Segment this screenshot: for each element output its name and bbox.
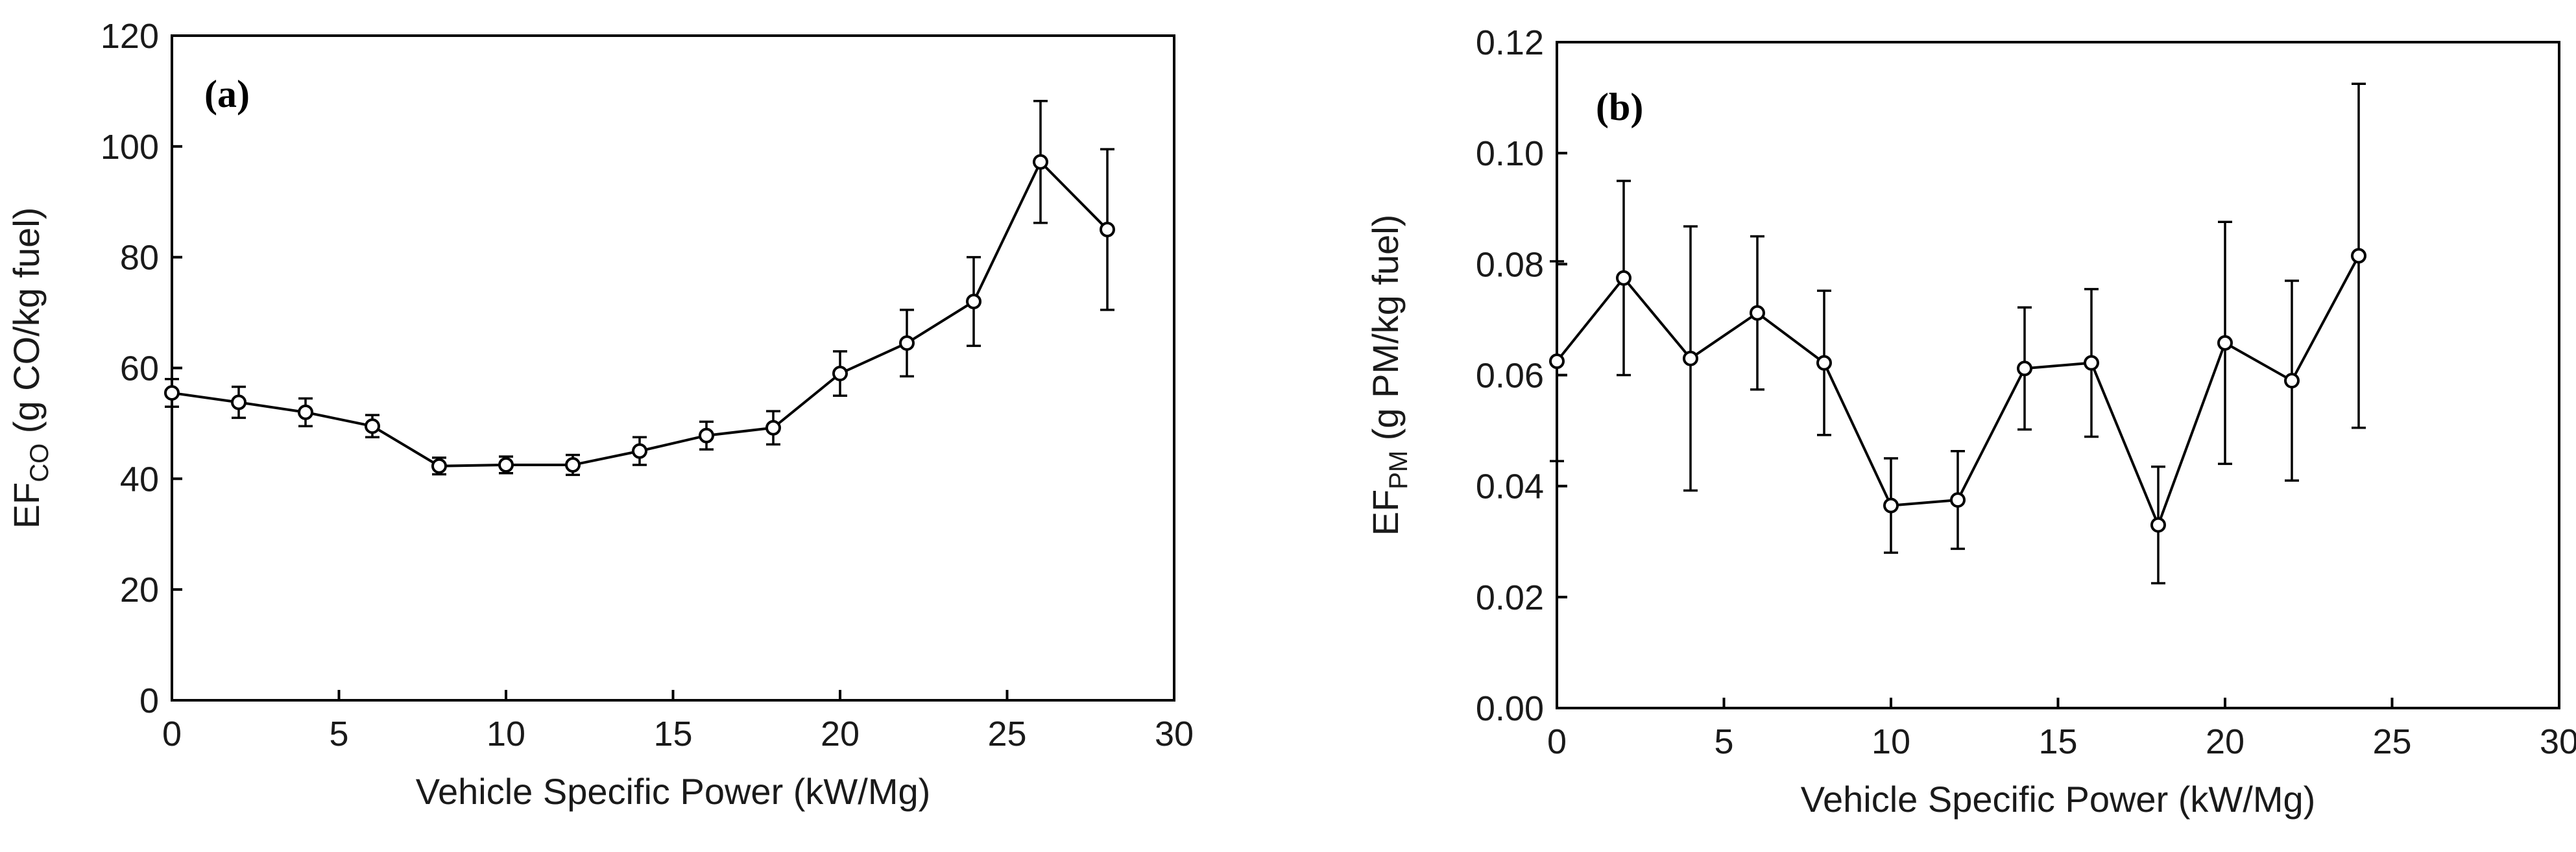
data-point: [565, 456, 581, 473]
x-tick-label: 5: [1714, 722, 1733, 761]
data-point: [2284, 373, 2300, 389]
data-point: [498, 456, 514, 473]
y-tick-label: 0.00: [1476, 689, 1544, 728]
x-tick-label: 15: [2038, 722, 2077, 761]
data-point: [1883, 497, 1899, 514]
data-point: [164, 385, 180, 401]
data-point: [2217, 335, 2233, 351]
x-axis-label: Vehicle Specific Power (kW/Mg): [1801, 779, 2316, 820]
x-tick-label: 0: [162, 715, 182, 753]
plot-frame: [1556, 41, 2560, 709]
data-point: [765, 420, 781, 436]
data-point: [365, 418, 380, 434]
data-point: [1616, 270, 1631, 286]
data-point: [1033, 154, 1048, 170]
y-tick-label: 40: [120, 460, 159, 499]
x-tick-label: 15: [653, 715, 692, 753]
x-tick-label: 0: [1547, 722, 1567, 761]
data-point: [1816, 355, 1832, 371]
x-tick-label: 20: [2206, 722, 2245, 761]
data-point: [2351, 248, 2366, 264]
x-tick-label: 30: [2540, 722, 2576, 761]
y-tick-label: 0.06: [1476, 357, 1544, 396]
data-point: [431, 458, 447, 474]
y-tick-label: 0.12: [1476, 23, 1544, 62]
y-axis-label: EFCO (g CO/kg fuel): [6, 207, 54, 529]
y-axis-label: EFPM (g PM/kg fuel): [1365, 215, 1413, 536]
data-point: [1683, 350, 1698, 366]
x-axis-label: Vehicle Specific Power (kW/Mg): [416, 771, 931, 812]
data-point: [1950, 492, 1966, 508]
data-point: [2150, 517, 2166, 533]
x-tick-label: 10: [487, 715, 525, 753]
data-point: [2084, 355, 2099, 371]
data-point: [899, 335, 915, 351]
y-tick-label: 0: [139, 681, 159, 720]
data-point: [1100, 221, 1115, 237]
x-tick-label: 20: [821, 715, 860, 753]
y-tick-label: 0.04: [1476, 467, 1544, 506]
chart-panel-a: 0 5 10 15 20 25 30 0 20 40 60 80 100 120 Vehicle Speci…: [6, 17, 1194, 812]
data-point: [632, 443, 647, 459]
data-point: [1549, 353, 1565, 370]
chart-panel-b: 0 5 10 15 20 25 30 0.00 0.02 0.04 0.06 0.08 0.10 0.12…: [1365, 23, 2576, 820]
panel-label: (b): [1596, 86, 1643, 128]
y-tick-label: 0.10: [1476, 134, 1544, 173]
y-tick-label: 80: [120, 239, 159, 278]
data-point: [298, 404, 313, 420]
panel-label: (a): [204, 73, 250, 115]
data-point: [1750, 305, 1765, 321]
x-tick-label: 5: [329, 715, 348, 753]
x-tick-label: 10: [1872, 722, 1910, 761]
x-tick-label: 25: [2372, 722, 2411, 761]
y-tick-label: 120: [101, 17, 159, 56]
y-tick-label: 20: [120, 571, 159, 609]
y-tick-label: 0.08: [1476, 245, 1544, 284]
y-tick-label: 60: [120, 349, 159, 388]
y-tick-label: 100: [101, 128, 159, 167]
y-tick-label: 0.02: [1476, 578, 1544, 617]
x-tick-label: 30: [1155, 715, 1194, 753]
data-point: [966, 294, 981, 309]
data-point: [832, 366, 848, 382]
data-point: [2017, 361, 2032, 377]
data-point: [699, 427, 714, 444]
x-tick-label: 25: [987, 715, 1026, 753]
plot-frame: [171, 34, 1175, 702]
series-line: [171, 160, 1109, 467]
data-point: [231, 394, 247, 410]
